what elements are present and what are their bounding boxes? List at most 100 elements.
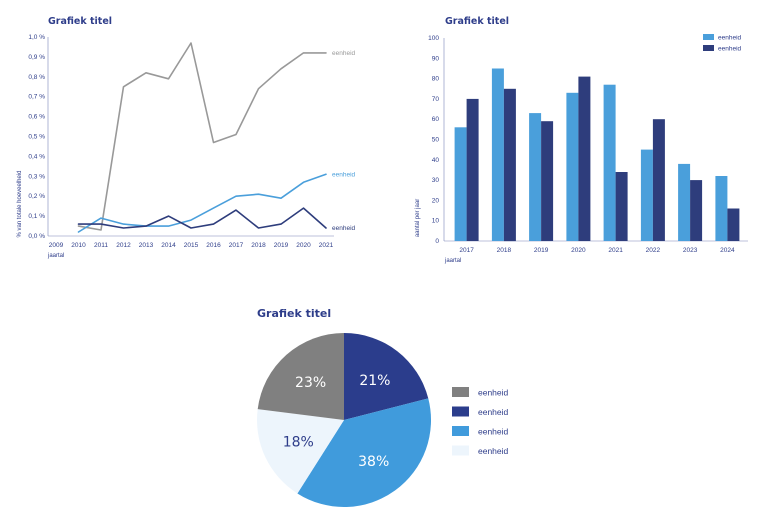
line-chart-series-1-label: eenheid (332, 50, 356, 57)
bar-chart-legend-swatch-2 (703, 45, 714, 51)
bar-chart-ylabel: aantal per jaar (415, 199, 421, 237)
line-chart-y-tick-label: 0,7 % (28, 94, 45, 101)
line-chart-series-3-label: eenheid (332, 225, 356, 232)
line-chart-y-tick-label: 0,2 % (28, 193, 45, 200)
bar-2017-series-1 (454, 127, 467, 241)
bar-2023-series-2 (690, 180, 703, 241)
line-chart-series (77, 42, 327, 233)
bar-chart-y-tick-label: 50 (432, 137, 440, 144)
bar-chart-y-tick-label: 30 (432, 177, 440, 184)
bar-2024-series-2 (727, 208, 740, 241)
bar-chart-y-tick-label: 10 (432, 218, 440, 225)
line-chart-y-tick-label: 0,1 % (28, 213, 45, 220)
line-chart-x-tick-label: 2012 (116, 242, 131, 249)
pie-legend-label-2: eenheid (478, 407, 509, 417)
pie-slice-4-label: 18% (283, 435, 314, 451)
line-chart-x-tick-label: 2021 (319, 242, 334, 249)
pie-legend-label-4: eenheid (478, 446, 509, 456)
line-chart-y-tick-label: 0,3 % (28, 173, 45, 180)
line-chart-axes (47, 37, 334, 237)
pie-legend-swatch-3 (452, 426, 469, 436)
bar-chart-x-tick-label: 2021 (608, 247, 623, 254)
bar-2021-series-2 (615, 172, 628, 241)
bar-chart-y-ticks: 0 10 20 30 40 50 60 70 80 90 100 (428, 35, 439, 245)
line-chart-series-1-line (77, 42, 327, 231)
bar-chart-y-tick-label: 70 (432, 96, 440, 103)
bar-2020-series-2 (578, 76, 591, 241)
bar-chart: Grafiek titel aantal per jaar jaartal 0 1… (415, 16, 748, 264)
bar-chart-y-tick-label: 100 (428, 35, 439, 42)
line-chart-y-tick-label: 0,6 % (28, 114, 45, 121)
pie-slice-3 (297, 398, 432, 508)
line-chart-series-2-line (77, 173, 327, 233)
bar-2023-series-1 (678, 163, 691, 241)
bar-2019-series-1 (529, 113, 542, 241)
pie-chart: Grafiek titel 21% 38% 18% 23% eenheid eenhei… (257, 307, 509, 508)
pie-slice-4 (257, 409, 344, 494)
pie-chart-slices (257, 333, 432, 508)
bar-2024-series-1 (715, 176, 728, 241)
bar-chart-legend-label-1: eenheid (718, 35, 742, 42)
line-chart-series-3-line (77, 207, 327, 229)
line-chart-y-tick-label: 0,4 % (28, 153, 45, 160)
line-chart-y-tick-label: 0,9 % (28, 54, 45, 61)
pie-chart-title: Grafiek titel (257, 307, 331, 320)
line-chart-x-tick-label: 2010 (71, 242, 86, 249)
bar-2018-series-1 (491, 68, 504, 241)
line-chart-x-tick-label: 2020 (296, 242, 311, 249)
bar-chart-bars (454, 68, 740, 242)
bar-chart-x-tick-label: 2024 (720, 247, 735, 254)
line-chart-y-tick-label: 0,8 % (28, 74, 45, 81)
bar-chart-y-tick-label: 60 (432, 116, 440, 123)
bar-chart-x-tick-label: 2020 (571, 247, 586, 254)
pie-legend-label-3: eenheid (478, 427, 509, 437)
line-chart-x-tick-label: 2016 (206, 242, 221, 249)
line-chart-x-tick-label: 2017 (229, 242, 244, 249)
line-chart-y-tick-label: 0,5 % (28, 134, 45, 141)
bar-2021-series-1 (603, 84, 616, 241)
line-chart: Grafiek titel % van totale hoeveelheid j… (17, 16, 356, 259)
line-chart-x-tick-label: 2011 (94, 242, 108, 249)
line-chart-y-tick-label: 0,0 % (28, 233, 45, 240)
line-chart-x-tick-label: 2018 (251, 242, 266, 249)
line-chart-xlabel: jaartal (47, 253, 64, 259)
pie-slice-2 (344, 333, 429, 420)
bar-2022-series-2 (652, 119, 665, 241)
bar-chart-title: Grafiek titel (445, 16, 509, 27)
pie-slice-1-label: 23% (295, 375, 326, 391)
bar-chart-x-tick-label: 2023 (683, 247, 698, 254)
bar-chart-x-tick-label: 2017 (459, 247, 474, 254)
line-chart-x-tick-label: 2014 (161, 242, 176, 249)
pie-slice-2-label: 21% (359, 373, 390, 389)
bar-chart-legend-swatch-1 (703, 34, 714, 40)
pie-legend-label-1: eenheid (478, 388, 509, 398)
bar-chart-y-tick-label: 80 (432, 76, 440, 83)
bar-2019-series-2 (541, 121, 554, 241)
bar-chart-y-tick-label: 90 (432, 55, 440, 62)
bar-chart-x-tick-label: 2022 (646, 247, 661, 254)
bar-2020-series-1 (566, 92, 579, 241)
bar-chart-x-tick-label: 2019 (534, 247, 549, 254)
bar-2022-series-1 (640, 149, 653, 241)
bar-2018-series-2 (503, 88, 516, 242)
pie-legend-swatch-4 (452, 445, 469, 456)
line-chart-ylabel: % van totale hoeveelheid (17, 170, 23, 237)
pie-slice-3-label: 38% (358, 454, 389, 470)
line-chart-y-tick-label: 1,0 % (28, 34, 45, 41)
pie-legend-swatch-1 (452, 387, 469, 397)
bar-chart-legend: eenheid eenheid (703, 34, 742, 53)
pie-slice-1 (257, 333, 344, 420)
line-chart-x-tick-label: 2015 (184, 242, 199, 249)
line-chart-series-labels: eenheid eenheid eenheid (332, 50, 356, 232)
bar-chart-legend-label-2: eenheid (718, 46, 742, 53)
bar-2017-series-2 (466, 98, 479, 242)
bar-chart-y-tick-label: 0 (435, 238, 439, 245)
line-chart-title: Grafiek titel (48, 16, 112, 27)
bar-chart-x-ticks: 2017 2018 2019 2020 2021 2022 2023 2024 (459, 247, 735, 254)
line-chart-x-tick-label: 2019 (274, 242, 289, 249)
pie-legend-swatch-2 (452, 406, 469, 417)
bar-chart-x-tick-label: 2018 (497, 247, 512, 254)
line-chart-x-tick-label: 2013 (139, 242, 154, 249)
bar-chart-xlabel: jaartal (444, 258, 461, 264)
